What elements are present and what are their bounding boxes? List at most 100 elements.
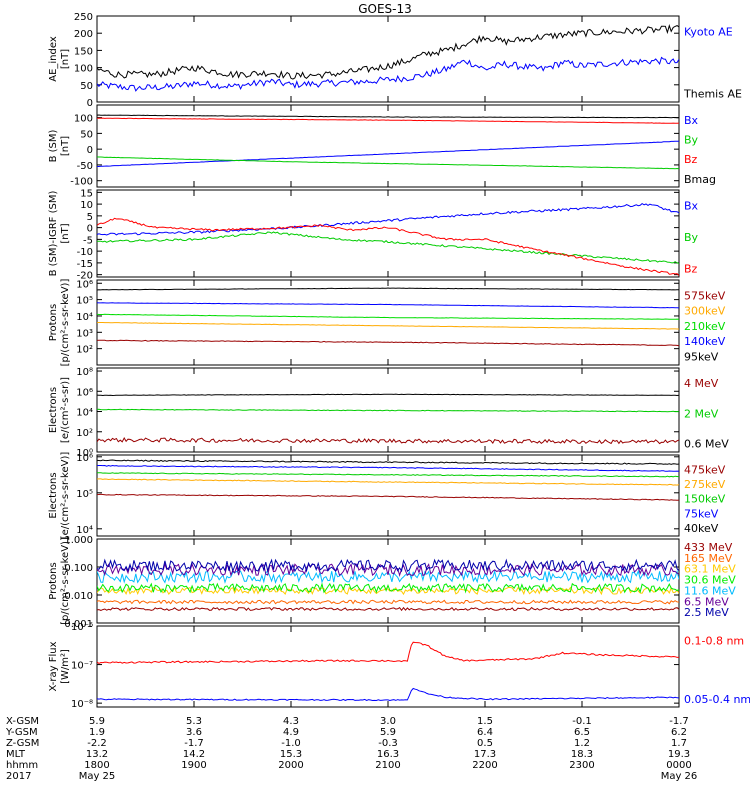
series-line (97, 586, 679, 596)
series-line (97, 478, 679, 486)
legend-entry: By (684, 231, 699, 244)
legend-entry: Bz (684, 153, 698, 166)
y-tick-label: 0 (87, 145, 93, 156)
y-tick-label: -15 (77, 259, 93, 270)
y-axis-label: AE_index (48, 36, 59, 82)
y-axis-label: Electrons (48, 472, 59, 518)
y-tick-label: -5 (83, 235, 93, 246)
series-line (97, 582, 679, 594)
table-cell: 1900 (181, 760, 206, 771)
y-tick-label: -50 (77, 161, 93, 172)
y-tick-label: 10⁶ (76, 279, 93, 290)
legend-entry: 2 MeV (684, 407, 719, 420)
legend-entry: 0.6 MeV (684, 438, 729, 451)
panel-protons: 10² 10³ 10⁴ 10⁵ 10⁶ Protons [p/(cm²-s-sr-keV)]… (48, 279, 726, 367)
series-line (97, 231, 679, 265)
table-cell: 3.6 (186, 727, 202, 738)
y-tick-label: 1.000 (64, 535, 93, 546)
orbit-table: X-GSMY-GSMZ-GSMMLThhmm20175.91.9-2.213.2… (5, 716, 697, 782)
y-tick-label: 150 (74, 46, 93, 57)
legend-entry: 475keV (684, 464, 726, 477)
y-tick-label: 0 (87, 224, 93, 235)
y-tick-label: 5 (87, 212, 93, 223)
table-cell: 1.2 (574, 738, 590, 749)
y-axis-label: [nT] (60, 49, 71, 69)
table-row-label: 2017 (6, 771, 31, 782)
y-tick-label: 50 (80, 129, 93, 140)
y-tick-label: 10⁴ (76, 525, 93, 536)
series-line (97, 393, 679, 397)
table-row-label: MLT (6, 749, 26, 760)
series-line (97, 114, 679, 119)
series-line (97, 606, 679, 612)
table-cell: 2300 (569, 760, 594, 771)
y-axis-label: Protons (48, 562, 59, 599)
legend-entry: 63.1 MeV (684, 563, 736, 576)
legend-entry: 150keV (684, 493, 726, 506)
y-tick-label: -10 (77, 247, 93, 258)
y-tick-label: 100 (74, 114, 93, 125)
series-line (97, 599, 679, 605)
panel-electrons_lo: 10⁴ 10⁵ 10⁶ Electrons [e/(cm²-s-sr-keV)] 475k… (48, 452, 726, 540)
series-line (97, 140, 679, 167)
table-cell: -0.1 (572, 716, 592, 727)
series-line (97, 408, 679, 413)
table-cell: 6.5 (574, 727, 590, 738)
table-cell: 1.9 (89, 727, 105, 738)
y-tick-label: 10⁴ (76, 408, 93, 419)
table-cell: May 26 (661, 771, 698, 782)
panel-ae: 0 50 100 150 200 250 AE_index [nT] Kyoto AE Themi… (48, 12, 742, 109)
series-line (97, 472, 679, 478)
legend-entry: Bx (684, 114, 699, 127)
table-cell: 2200 (472, 760, 497, 771)
legend-entry: 575keV (684, 289, 726, 302)
y-axis-label: B (SM) (48, 129, 59, 162)
series-line (97, 641, 679, 664)
table-cell: 18.3 (571, 749, 593, 760)
series-line (97, 287, 679, 291)
y-tick-label: 10⁵ (76, 489, 93, 500)
table-cell: -1.0 (281, 738, 301, 749)
y-tick-label: 10² (76, 428, 93, 439)
legend-entry: 0.05-0.4 nm (684, 693, 750, 706)
series-line (97, 202, 679, 236)
legend-entry: By (684, 133, 699, 146)
table-cell: 4.3 (283, 716, 299, 727)
panel-frame (96, 15, 680, 103)
table-row-label: Z-GSM (6, 738, 39, 749)
y-axis-label: [e/(cm²-s-sr-keV)] (60, 452, 71, 540)
table-cell: 0.5 (477, 738, 493, 749)
series-line (97, 117, 679, 124)
legend-entry: 165 MeV (684, 552, 733, 565)
series-line (97, 493, 679, 501)
y-tick-label: 10² (76, 345, 93, 356)
y-axis-label: [nT] (60, 136, 71, 156)
legend-entry: 4 MeV (684, 377, 719, 390)
table-cell: 19.3 (668, 749, 690, 760)
y-tick-label: 10⁴ (76, 312, 93, 323)
y-axis-label: [p/(cm²-s-sr-keV)] (60, 279, 71, 367)
y-tick-label: 200 (74, 29, 93, 40)
y-tick-label: 100 (74, 64, 93, 75)
table-cell: -2.2 (87, 738, 107, 749)
panel-bsm: -100 -50 0 50 100 B (SM) [nT] Bx By Bz Bmag (48, 104, 716, 188)
y-tick-label: 10⁵ (76, 296, 93, 307)
table-cell: 14.2 (183, 749, 205, 760)
legend-entry: 0.1-0.8 nm (684, 635, 744, 648)
series-line (97, 322, 679, 330)
legend-entry: Bmag (684, 173, 716, 186)
y-tick-label: 10 (80, 200, 93, 211)
table-cell: 1800 (84, 760, 109, 771)
series-line (97, 464, 679, 472)
y-tick-label: 10⁶ (76, 387, 93, 398)
legend-entry: 95keV (684, 351, 719, 364)
table-cell: 5.9 (380, 727, 396, 738)
y-tick-label: -20 (77, 271, 93, 282)
series-line (97, 156, 679, 170)
legend-entry: 2.5 MeV (684, 606, 729, 619)
panel-frame (96, 625, 680, 708)
table-cell: -1.7 (669, 716, 689, 727)
